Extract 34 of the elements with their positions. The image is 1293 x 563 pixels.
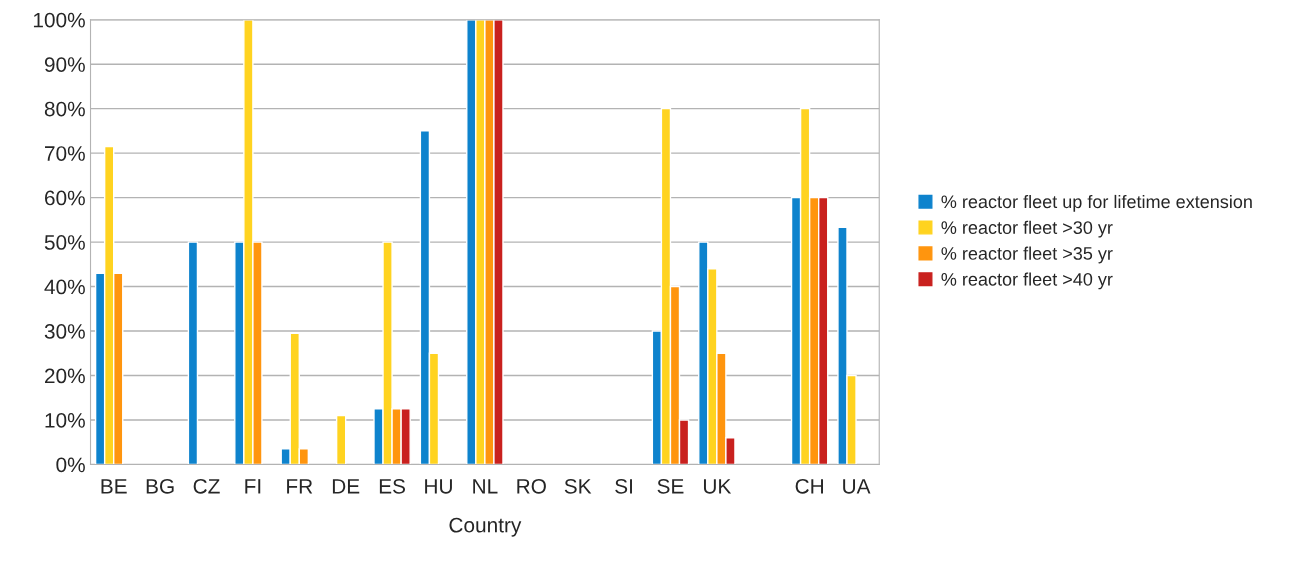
x-tick-label: ES	[379, 478, 406, 494]
y-tick-label: 0%	[56, 457, 85, 473]
x-tick-label: HU	[425, 479, 452, 494]
bar	[187, 241, 199, 465]
y-tick-label: 100%	[33, 12, 85, 28]
y-tick-label: 80%	[44, 101, 85, 117]
x-tick-label: UK	[703, 479, 732, 494]
x-tick-label: UA	[843, 479, 871, 494]
x-tick-label: SI	[615, 478, 632, 494]
y-tick-label: 90%	[44, 57, 85, 72]
legend-label: % reactor fleet up for lifetime extension	[941, 194, 1252, 212]
x-tick-label: NL	[473, 479, 498, 494]
x-tick-label: SE	[657, 478, 684, 494]
legend-label: % reactor fleet >30 yr	[941, 220, 1113, 238]
y-tick-label: 10%	[45, 413, 85, 428]
x-axis-title: Country	[449, 517, 522, 537]
x-tick-label: DE	[332, 479, 360, 494]
y-tick-label: 40%	[44, 279, 85, 295]
y-tick-label: 50%	[44, 235, 85, 250]
x-tick-label: FI	[245, 479, 261, 494]
y-tick-label: 60%	[45, 190, 85, 206]
bar	[335, 414, 347, 465]
x-tick-label: CH	[795, 478, 823, 494]
x-tick-label: BG	[146, 478, 174, 494]
x-tick-label: SK	[564, 478, 592, 494]
y-tick-label: 20%	[45, 368, 85, 384]
legend-label: % reactor fleet >35 yr	[941, 246, 1113, 264]
legend-label: % reactor fleet >40 yr	[941, 272, 1113, 290]
x-tick-label: FR	[287, 479, 313, 494]
y-tick-label: 70%	[45, 146, 85, 161]
x-tick-label: CZ	[193, 478, 220, 494]
x-tick-label: RO	[517, 478, 546, 494]
x-tick-label: BE	[101, 479, 127, 494]
y-tick-label: 30%	[44, 324, 85, 339]
